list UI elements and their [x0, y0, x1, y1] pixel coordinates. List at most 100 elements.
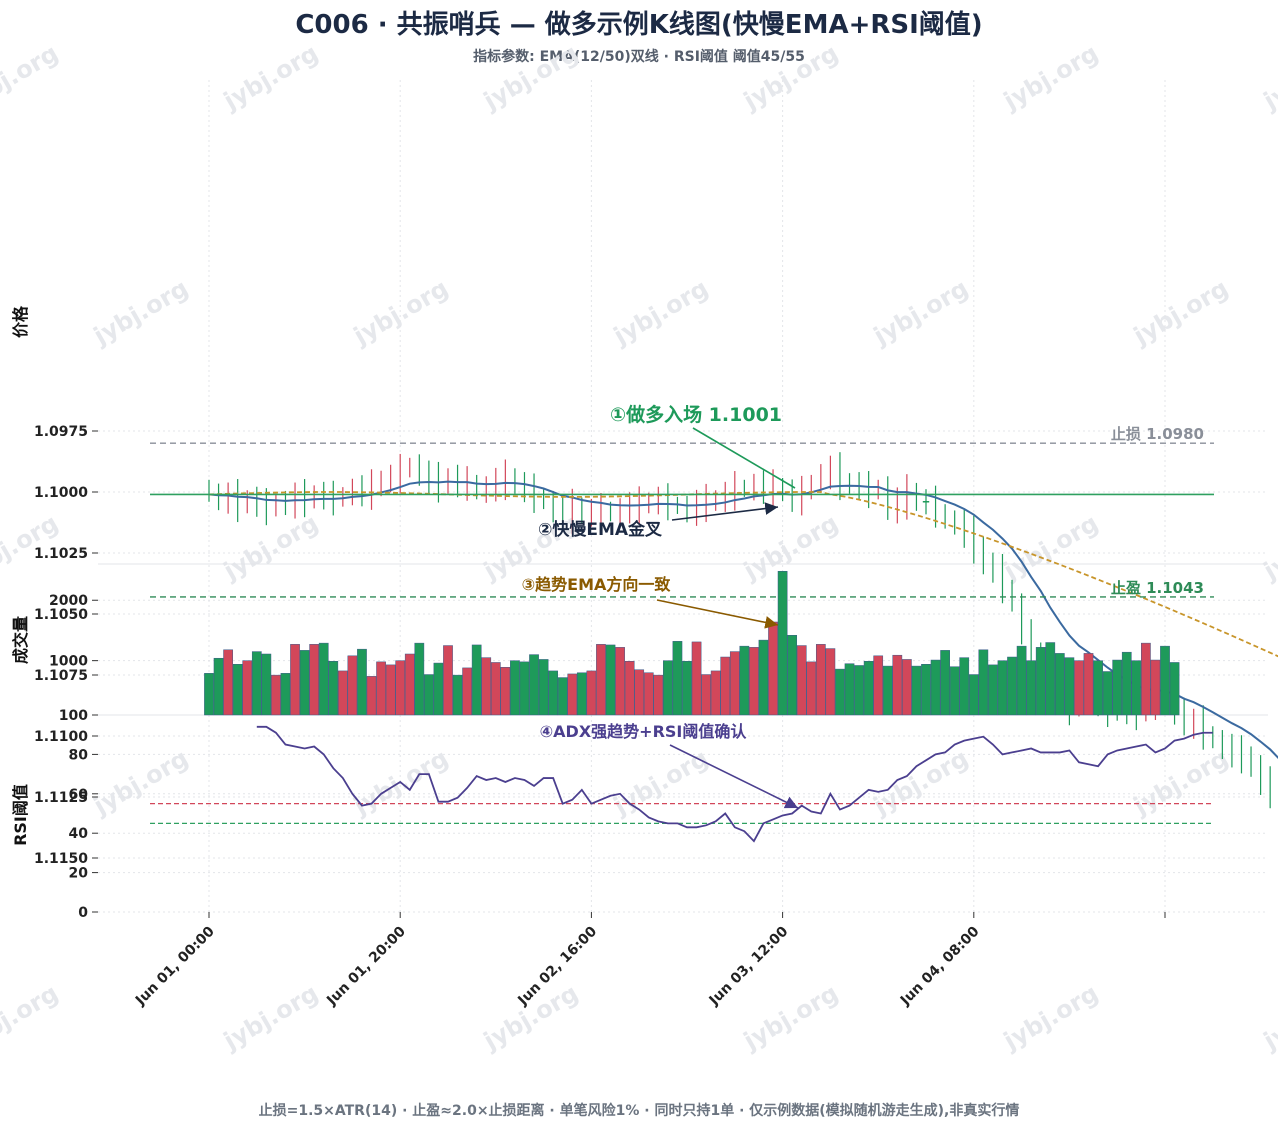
volume-bar — [720, 656, 731, 716]
volume-bar — [1131, 660, 1142, 716]
watermark-text: jybj.org — [88, 274, 193, 351]
volume-bar — [988, 664, 998, 716]
volume-bar — [949, 666, 960, 716]
volume-bar — [605, 644, 616, 716]
watermark-text: jybj.org — [1258, 509, 1278, 586]
adx-annotation-arrow — [669, 744, 799, 809]
volume-bar — [1102, 671, 1113, 716]
price-tick-label: 1.1050 — [34, 607, 88, 623]
volume-bar — [576, 672, 587, 716]
volume-bar — [1169, 662, 1180, 716]
volume-bar — [634, 669, 645, 716]
price-axis-label: 价格 — [11, 305, 30, 338]
volume-bar — [902, 659, 912, 716]
watermark-text: jybj.org — [608, 274, 713, 351]
watermark-text: jybj.org — [1128, 744, 1233, 821]
watermark-text: jybj.org — [0, 979, 63, 1056]
volume-bar — [309, 644, 320, 716]
volume-bar — [682, 660, 692, 716]
volume-bar — [586, 670, 597, 716]
rsi-tick-label: 80 — [69, 747, 89, 763]
volume-bar — [758, 639, 769, 716]
volume-bar — [490, 662, 501, 716]
volume-bar — [729, 651, 740, 716]
chart-title: C006 · 共振哨兵 — 做多示例K线图(快慢EMA+RSI阈值) — [295, 10, 983, 40]
volume-bar — [271, 674, 281, 716]
volume-bar — [1083, 653, 1094, 716]
watermark-text: jybj.org — [218, 509, 323, 586]
golden-cross-annotation: ②快慢EMA金叉 — [538, 519, 663, 540]
volume-bar — [873, 655, 884, 716]
volume-bar — [471, 644, 482, 716]
volume-bar — [328, 660, 339, 716]
volume-bar — [414, 642, 425, 716]
volume-bar — [777, 570, 788, 716]
watermark-text: jybj.org — [868, 744, 973, 821]
adx-annotation: ④ADX强趋势+RSI阈值确认 — [540, 722, 748, 741]
volume-bar — [538, 659, 549, 716]
volume-bar — [452, 674, 463, 716]
trend-annotation-arrow — [656, 599, 779, 629]
volume-axis-label: 成交量 — [11, 616, 30, 664]
volume-bar — [251, 651, 262, 716]
volume-bar — [739, 645, 750, 716]
volume-bar — [968, 674, 979, 716]
volume-bar — [863, 660, 874, 716]
volume-bar — [1054, 653, 1065, 716]
rsi-line — [256, 725, 1213, 843]
volume-bar — [567, 673, 578, 716]
volume-bar — [481, 657, 492, 716]
volume-panel — [204, 570, 1180, 716]
volume-bar — [691, 641, 702, 716]
x-tick-label: Jun 01, 20:00 — [323, 923, 409, 1009]
volume-bar — [653, 674, 664, 716]
stop-loss-label: 止损 1.0980 — [1111, 425, 1204, 443]
ema-slow-line — [208, 491, 1278, 658]
watermark-text: jybj.org — [868, 274, 973, 351]
golden-cross-arrow — [671, 502, 779, 521]
watermark-text: jybj.org — [1258, 39, 1278, 116]
volume-bar — [500, 667, 511, 716]
watermark-text: jybj.org — [0, 39, 63, 116]
volume-bar — [280, 673, 291, 716]
volume-bar — [357, 648, 367, 716]
watermark-text: jybj.org — [738, 979, 843, 1056]
volume-bar — [385, 664, 396, 716]
volume-bar — [1064, 657, 1075, 716]
volume-bar — [347, 655, 358, 716]
volume-bar — [337, 670, 348, 716]
rsi-tick-label: 0 — [78, 905, 88, 921]
volume-tick-label: 2000 — [49, 593, 88, 609]
volume-bar — [1026, 660, 1037, 716]
watermark-text: jybj.org — [738, 39, 843, 116]
price-tick-label: 1.1000 — [34, 485, 88, 501]
grid-layer — [98, 80, 1268, 913]
candle-up — [922, 501, 930, 503]
watermark-text: jybj.org — [218, 979, 323, 1056]
volume-bar — [395, 660, 406, 716]
watermark-text: jybj.org — [88, 744, 193, 821]
volume-bar — [299, 650, 310, 716]
volume-bar — [672, 641, 683, 716]
x-tick-label: Jun 01, 00:00 — [132, 923, 218, 1009]
entry-annotation-leader — [692, 427, 796, 489]
watermark-text: jybj.org — [218, 39, 323, 116]
volume-bar — [710, 670, 721, 716]
rsi-panel — [150, 725, 1214, 843]
volume-bar — [1160, 645, 1170, 716]
volume-bar — [1016, 645, 1027, 716]
volume-bar — [1141, 642, 1151, 716]
volume-bar — [519, 661, 530, 716]
volume-bar — [510, 660, 520, 716]
volume-bar — [624, 660, 635, 716]
volume-bar — [882, 665, 893, 716]
watermark-text: jybj.org — [1128, 274, 1233, 351]
price-tick-label: 1.1075 — [34, 668, 88, 684]
entry-annotation: ①做多入场 1.1001 — [610, 403, 782, 426]
volume-bar — [232, 664, 243, 716]
x-tick-label: Jun 04, 08:00 — [897, 923, 983, 1009]
volume-bar — [424, 674, 434, 716]
volume-bar — [701, 674, 711, 716]
volume-bar — [1035, 647, 1046, 716]
